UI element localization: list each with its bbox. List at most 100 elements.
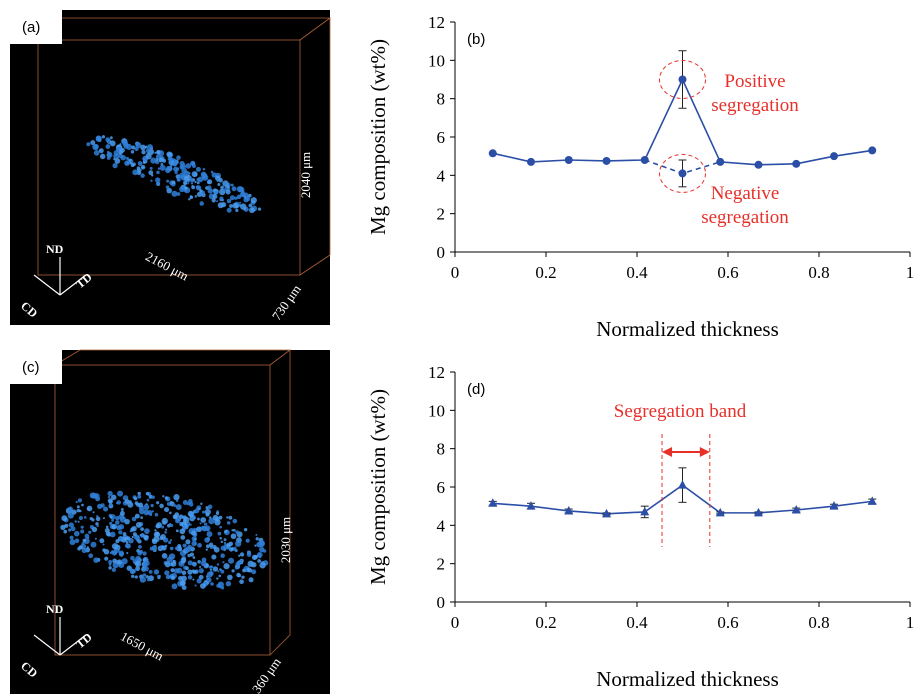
particle — [145, 535, 149, 539]
particle — [226, 198, 232, 204]
data-point — [678, 169, 687, 178]
particle — [146, 578, 151, 582]
particle — [262, 549, 267, 553]
particle — [151, 510, 154, 513]
particle — [173, 494, 180, 501]
particle — [108, 559, 113, 565]
particle — [220, 586, 225, 590]
particle — [222, 180, 229, 187]
data-point — [526, 157, 535, 166]
particle — [246, 552, 252, 557]
particle — [126, 536, 131, 541]
particle — [159, 503, 164, 509]
particle — [154, 512, 159, 517]
particle — [196, 526, 203, 533]
particle — [258, 552, 262, 556]
particle — [185, 163, 192, 169]
particle — [180, 557, 187, 564]
particle — [216, 200, 219, 203]
data-point — [830, 152, 839, 161]
particle — [105, 144, 111, 149]
particle — [170, 575, 176, 581]
particle — [191, 530, 197, 536]
particle — [212, 566, 219, 572]
particle — [218, 574, 222, 578]
particle — [96, 524, 99, 528]
particle — [164, 561, 171, 568]
particle — [196, 578, 202, 584]
particle — [258, 556, 262, 559]
particle — [241, 575, 245, 579]
x-tick-label: 0 — [451, 613, 460, 632]
particle — [111, 543, 119, 550]
particle — [245, 196, 251, 202]
particle — [140, 144, 146, 151]
particle — [185, 539, 191, 545]
particle — [95, 516, 101, 522]
particle — [130, 150, 135, 154]
particle — [174, 546, 179, 551]
particle — [207, 504, 213, 510]
particle — [234, 196, 238, 200]
particle — [94, 537, 97, 540]
axis-arrow — [33, 274, 61, 296]
particle — [257, 559, 262, 563]
data-point — [678, 480, 687, 489]
particle — [108, 566, 112, 570]
axes-triad — [33, 617, 87, 656]
y-tick-label: 4 — [437, 166, 446, 185]
particle — [111, 550, 117, 556]
particle — [67, 506, 74, 512]
particle — [86, 546, 89, 549]
particle — [107, 498, 113, 504]
particle — [228, 515, 233, 520]
particle — [156, 182, 159, 185]
y-tick-label: 12 — [428, 13, 445, 32]
particle — [120, 508, 124, 511]
particle — [191, 561, 197, 567]
particle — [220, 202, 227, 208]
data-point — [868, 146, 877, 155]
particle — [248, 577, 254, 583]
particle — [183, 175, 190, 182]
particle — [113, 150, 120, 156]
particle — [235, 567, 238, 570]
particle — [208, 542, 214, 548]
particle — [183, 163, 186, 166]
particle — [98, 148, 104, 154]
particle — [154, 151, 157, 154]
particle — [229, 195, 235, 201]
box-edge — [269, 634, 291, 656]
particle — [204, 508, 211, 516]
particle — [145, 492, 150, 496]
particle — [176, 192, 181, 196]
particle — [111, 519, 114, 522]
particle — [130, 568, 136, 574]
particle — [216, 577, 219, 580]
particle — [129, 161, 132, 164]
particle — [180, 535, 186, 540]
particle — [109, 140, 116, 147]
particle — [169, 511, 172, 515]
particle — [133, 496, 138, 501]
particle — [112, 163, 118, 169]
particle — [195, 185, 200, 190]
particle — [71, 509, 77, 515]
particle — [149, 166, 153, 170]
particle — [180, 575, 187, 582]
particle — [153, 569, 160, 575]
y-tick-label: 8 — [437, 440, 446, 459]
particle — [126, 551, 129, 555]
box-edge — [299, 254, 331, 276]
particle — [92, 143, 99, 151]
particle — [239, 552, 245, 557]
particle — [188, 176, 192, 180]
particle — [157, 574, 160, 578]
particle — [109, 551, 113, 555]
particle — [230, 183, 234, 187]
particle — [150, 503, 154, 508]
data-point — [829, 501, 839, 510]
particle — [96, 515, 99, 518]
particle — [199, 565, 202, 569]
particle — [191, 171, 198, 178]
